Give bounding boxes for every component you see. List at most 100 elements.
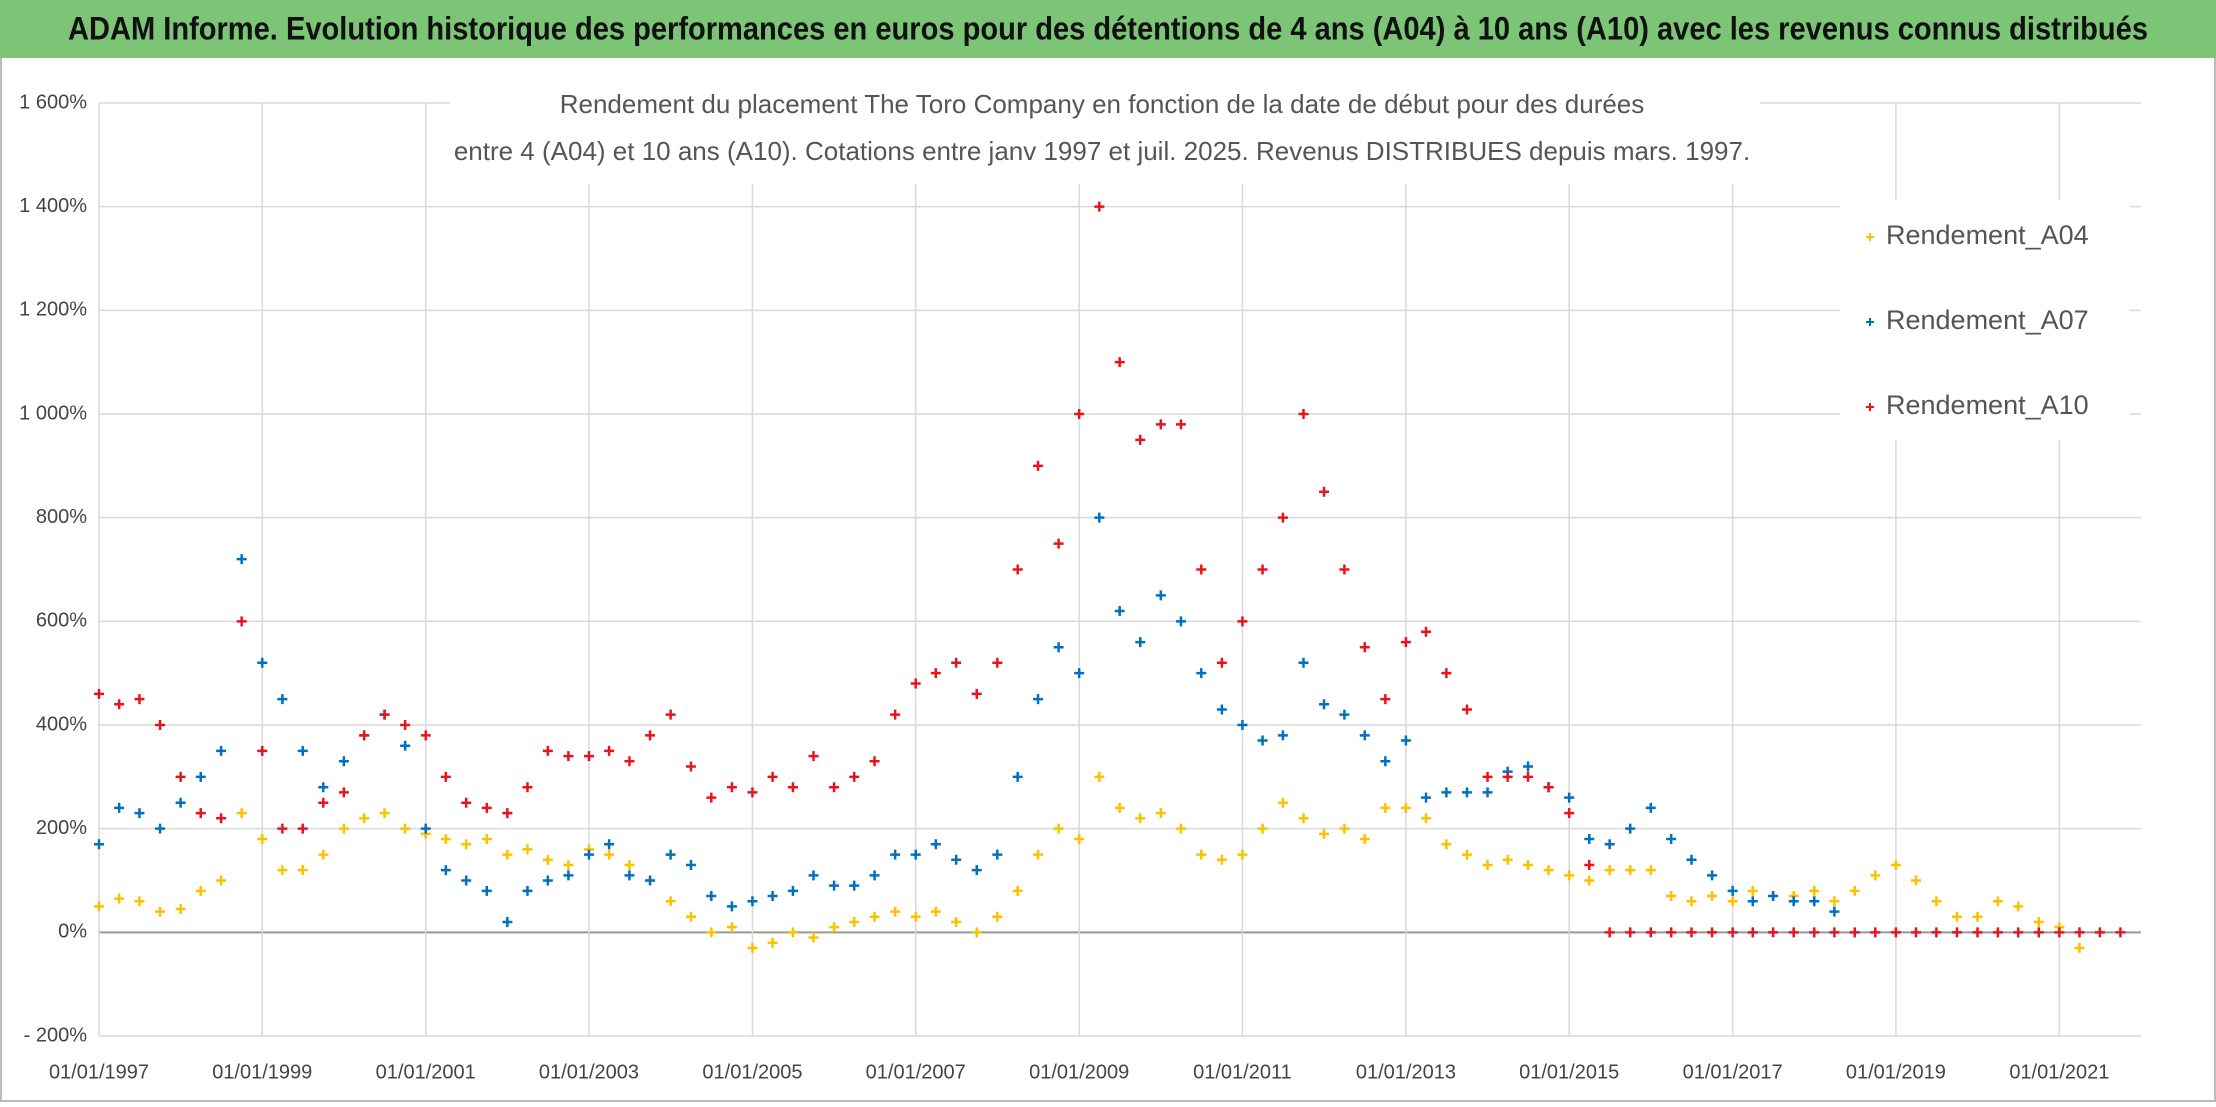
point xyxy=(114,802,125,813)
point xyxy=(522,885,533,896)
point xyxy=(829,922,840,933)
point xyxy=(2074,942,2085,953)
point xyxy=(1237,616,1248,627)
point xyxy=(1523,771,1534,782)
point xyxy=(1625,927,1636,938)
point xyxy=(1094,201,1105,212)
point xyxy=(175,904,186,915)
point xyxy=(890,906,901,917)
point xyxy=(440,771,451,782)
point xyxy=(1584,859,1595,870)
point xyxy=(829,880,840,891)
point xyxy=(604,849,615,860)
point xyxy=(726,782,737,793)
point xyxy=(1543,782,1554,793)
point xyxy=(1421,626,1432,637)
point xyxy=(2033,916,2044,927)
point xyxy=(1890,859,1901,870)
point xyxy=(767,771,778,782)
point xyxy=(869,756,880,767)
point xyxy=(1277,512,1288,523)
point xyxy=(1175,823,1186,834)
point xyxy=(747,787,758,798)
point xyxy=(155,720,166,730)
x-tick-label: 01/01/2019 xyxy=(1846,1061,1946,1083)
point xyxy=(1094,771,1105,782)
point xyxy=(461,839,472,850)
point xyxy=(787,782,798,793)
y-tick-label: 1 000% xyxy=(19,402,87,424)
legend-label: Rendement_A04 xyxy=(1886,220,2089,250)
point xyxy=(1339,823,1350,834)
point xyxy=(461,797,472,808)
point xyxy=(318,797,329,808)
point xyxy=(583,849,594,860)
x-tick-label: 01/01/2017 xyxy=(1683,1061,1783,1083)
point xyxy=(1809,885,1820,896)
point xyxy=(195,771,206,782)
point xyxy=(604,839,615,850)
point xyxy=(257,834,268,845)
point xyxy=(1707,927,1718,938)
point xyxy=(1788,896,1799,907)
y-tick-label: 1 200% xyxy=(19,299,87,321)
point xyxy=(1033,694,1044,705)
x-tick-label: 01/01/2013 xyxy=(1356,1061,1456,1083)
point xyxy=(338,756,349,767)
point xyxy=(1237,849,1248,860)
y-tick-label: 0% xyxy=(58,921,87,943)
point xyxy=(1870,870,1881,881)
point xyxy=(1931,896,1942,907)
point xyxy=(1319,486,1330,497)
point xyxy=(706,927,717,938)
point xyxy=(910,678,921,689)
point xyxy=(1666,834,1677,845)
point xyxy=(1727,885,1738,896)
point xyxy=(624,870,635,881)
point xyxy=(1502,771,1513,782)
point xyxy=(1727,896,1738,907)
point xyxy=(951,854,962,865)
point xyxy=(175,771,186,782)
point xyxy=(1216,704,1227,715)
point xyxy=(563,751,574,762)
point xyxy=(1461,849,1472,860)
point xyxy=(155,906,166,917)
point xyxy=(1707,870,1718,881)
point xyxy=(583,751,594,762)
point xyxy=(685,761,696,772)
point xyxy=(1012,564,1023,575)
point xyxy=(992,657,1003,668)
point xyxy=(481,885,492,896)
point xyxy=(114,699,125,710)
point xyxy=(1421,813,1432,824)
point xyxy=(1666,891,1677,902)
point xyxy=(318,849,329,860)
x-tick-label: 01/01/2009 xyxy=(1029,1061,1129,1083)
point xyxy=(1053,538,1064,549)
point xyxy=(1686,927,1697,938)
point xyxy=(1951,927,1962,938)
point xyxy=(767,937,778,948)
point xyxy=(502,849,513,860)
point xyxy=(1380,756,1391,767)
point xyxy=(1155,419,1166,430)
header-title: ADAM Informe. Evolution historique des p… xyxy=(68,10,2148,46)
point xyxy=(1502,854,1513,865)
point xyxy=(155,823,166,834)
point xyxy=(992,911,1003,922)
point xyxy=(645,730,656,741)
point xyxy=(930,668,941,679)
point xyxy=(420,823,431,834)
point xyxy=(726,922,737,933)
point xyxy=(1829,927,1840,938)
point xyxy=(1135,434,1146,445)
y-tick-label: 1 600% xyxy=(19,91,87,113)
x-tick-label: 01/01/2001 xyxy=(376,1061,476,1083)
point xyxy=(1727,927,1738,938)
point xyxy=(1482,787,1493,798)
y-tick-label: 200% xyxy=(36,817,87,839)
legend-bg xyxy=(1840,200,2130,440)
point xyxy=(604,745,615,756)
